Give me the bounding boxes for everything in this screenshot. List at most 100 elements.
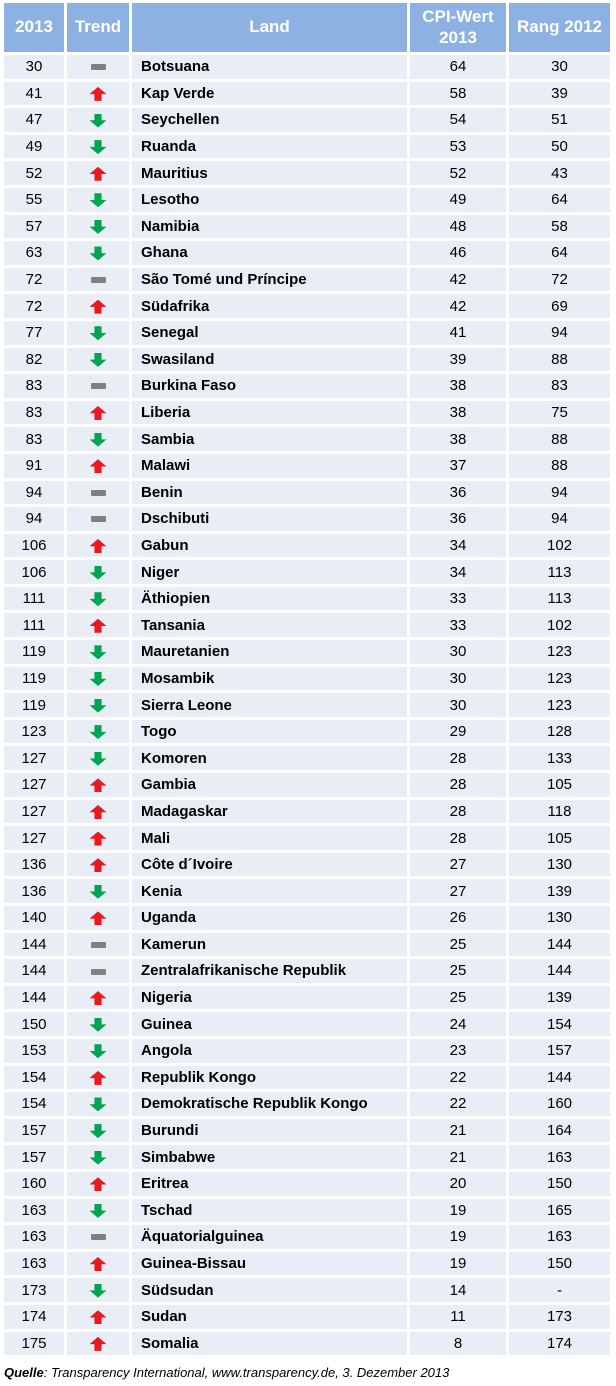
cpi-value-cell: 36 — [410, 507, 506, 531]
trend-cell — [67, 613, 129, 638]
trend-cell — [67, 1038, 129, 1063]
rank-2012-cell: 88 — [509, 347, 610, 372]
trend-cell — [67, 187, 129, 212]
table-row: 150 Guinea 24 154 — [4, 1012, 610, 1036]
cpi-value-cell: 38 — [410, 400, 506, 425]
country-cell: Lesotho — [132, 187, 407, 212]
rank-2013-cell: 83 — [4, 374, 64, 398]
country-cell: Gabun — [132, 533, 407, 558]
trend-cell — [67, 81, 129, 106]
rank-2013-cell: 175 — [4, 1331, 64, 1356]
trend-cell — [67, 1145, 129, 1169]
trend-cell — [67, 879, 129, 903]
country-cell: Komoren — [132, 746, 407, 771]
rank-2013-cell: 91 — [4, 453, 64, 478]
table-row: 94 Dschibuti 36 94 — [4, 507, 610, 531]
trend-down-icon — [89, 113, 107, 128]
cpi-value-cell: 52 — [410, 161, 506, 185]
trend-cell — [67, 214, 129, 239]
rank-2013-cell: 157 — [4, 1145, 64, 1169]
trend-cell — [67, 586, 129, 611]
column-header-land: Land — [132, 3, 407, 52]
cpi-value-cell: 34 — [410, 533, 506, 558]
table-row: 83 Liberia 38 75 — [4, 400, 610, 425]
table-row: 119 Mauretanien 30 123 — [4, 640, 610, 664]
cpi-value-cell: 28 — [410, 826, 506, 850]
cpi-value-cell: 25 — [410, 985, 506, 1010]
table-row: 163 Äquatorialguinea 19 163 — [4, 1225, 610, 1249]
rank-2012-cell: 113 — [509, 586, 610, 611]
trend-up-icon — [89, 166, 107, 181]
trend-down-icon — [89, 1124, 107, 1139]
trend-up-icon — [89, 459, 107, 474]
cpi-value-cell: 28 — [410, 773, 506, 797]
country-cell: Kenia — [132, 879, 407, 903]
rank-2013-cell: 30 — [4, 55, 64, 79]
rank-2013-cell: 77 — [4, 320, 64, 345]
trend-cell — [67, 959, 129, 983]
rank-2012-cell: 164 — [509, 1118, 610, 1143]
trend-cell — [67, 852, 129, 877]
table-row: 153 Angola 23 157 — [4, 1038, 610, 1063]
table-row: 144 Zentralafrikanische Republik 25 144 — [4, 959, 610, 983]
trend-down-icon — [89, 219, 107, 234]
column-header-trend: Trend — [67, 3, 129, 52]
rank-2013-cell: 127 — [4, 799, 64, 824]
trend-up-icon — [89, 804, 107, 819]
country-cell: Senegal — [132, 320, 407, 345]
trend-cell — [67, 826, 129, 850]
cpi-value-cell: 19 — [410, 1225, 506, 1249]
country-cell: Sambia — [132, 427, 407, 451]
table-row: 106 Niger 34 113 — [4, 560, 610, 584]
rank-2012-cell: 139 — [509, 985, 610, 1010]
cpi-value-cell: 36 — [410, 480, 506, 505]
trend-cell — [67, 1118, 129, 1143]
rank-2012-cell: 83 — [509, 374, 610, 398]
table-row: 91 Malawi 37 88 — [4, 453, 610, 478]
table-row: 140 Uganda 26 130 — [4, 906, 610, 930]
country-cell: Ghana — [132, 241, 407, 265]
rank-2013-cell: 72 — [4, 267, 64, 292]
trend-cell — [67, 666, 129, 691]
trend-down-icon — [89, 140, 107, 155]
trend-cell — [67, 1331, 129, 1356]
rank-2012-cell: 43 — [509, 161, 610, 185]
country-cell: Südafrika — [132, 294, 407, 318]
rank-2012-cell: 94 — [509, 507, 610, 531]
rank-2013-cell: 163 — [4, 1198, 64, 1223]
cpi-value-cell: 23 — [410, 1038, 506, 1063]
rank-2013-cell: 123 — [4, 719, 64, 744]
rank-2013-cell: 173 — [4, 1278, 64, 1302]
table-row: 157 Burundi 21 164 — [4, 1118, 610, 1143]
trend-cell — [67, 773, 129, 797]
trend-same-icon — [90, 64, 106, 71]
rank-2012-cell: 173 — [509, 1304, 610, 1329]
trend-cell — [67, 453, 129, 478]
cpi-value-cell: 14 — [410, 1278, 506, 1302]
rank-2012-cell: 58 — [509, 214, 610, 239]
table-row: 174 Sudan 11 173 — [4, 1304, 610, 1329]
rank-2012-cell: 144 — [509, 932, 610, 957]
table-row: 175 Somalia 8 174 — [4, 1331, 610, 1356]
rank-2013-cell: 119 — [4, 640, 64, 664]
table-row: 52 Mauritius 52 43 — [4, 161, 610, 185]
column-header-rang-2012: Rang 2012 — [509, 3, 610, 52]
rank-2013-cell: 136 — [4, 879, 64, 903]
cpi-value-cell: 39 — [410, 347, 506, 372]
table-row: 55 Lesotho 49 64 — [4, 187, 610, 212]
column-header-cpi-wert-2013: CPI-Wert 2013 — [410, 3, 506, 52]
trend-cell — [67, 1012, 129, 1036]
rank-2012-cell: 133 — [509, 746, 610, 771]
rank-2012-cell: 39 — [509, 81, 610, 106]
trend-cell — [67, 374, 129, 398]
trend-cell — [67, 1251, 129, 1276]
rank-2013-cell: 41 — [4, 81, 64, 106]
rank-2013-cell: 127 — [4, 773, 64, 797]
country-cell: Angola — [132, 1038, 407, 1063]
trend-cell — [67, 746, 129, 771]
rank-2013-cell: 150 — [4, 1012, 64, 1036]
trend-up-icon — [89, 299, 107, 314]
trend-down-icon — [89, 1017, 107, 1032]
rank-2013-cell: 47 — [4, 108, 64, 132]
cpi-value-cell: 27 — [410, 879, 506, 903]
